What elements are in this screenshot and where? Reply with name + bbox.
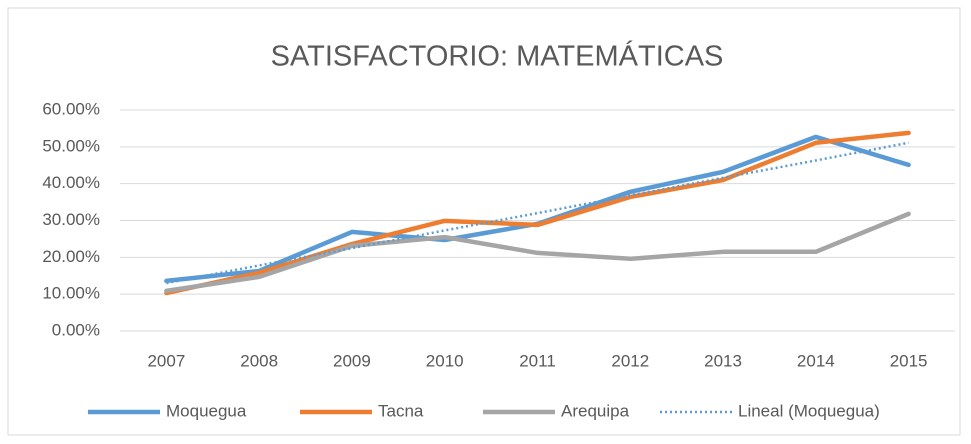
y-tick-label: 30.00% <box>42 210 100 229</box>
x-tick-label: 2015 <box>890 351 928 370</box>
legend-label: Lineal (Moquegua) <box>738 401 880 420</box>
x-tick-label: 2007 <box>147 351 185 370</box>
x-tick-label: 2012 <box>611 351 649 370</box>
x-tick-label: 2011 <box>519 351 556 370</box>
y-tick-label: 0.00% <box>52 320 100 339</box>
y-tick-label: 20.00% <box>42 247 100 266</box>
x-tick-label: 2010 <box>426 351 464 370</box>
trend-line <box>166 141 909 285</box>
x-tick-label: 2014 <box>797 351 835 370</box>
y-tick-label: 50.00% <box>42 136 100 155</box>
y-tick-label: 60.00% <box>42 99 100 118</box>
series-line <box>164 130 911 296</box>
legend-label: Arequipa <box>561 401 630 420</box>
legend-label: Moquegua <box>166 401 247 420</box>
y-tick-label: 40.00% <box>42 173 100 192</box>
x-tick-label: 2009 <box>333 351 371 370</box>
series-line <box>164 211 911 294</box>
x-tick-label: 2013 <box>704 351 742 370</box>
y-tick-label: 10.00% <box>42 284 100 303</box>
x-tick-label: 2008 <box>240 351 278 370</box>
chart-title: SATISFACTORIO: MATEMÁTICAS <box>271 40 724 73</box>
legend-label: Tacna <box>378 401 424 420</box>
